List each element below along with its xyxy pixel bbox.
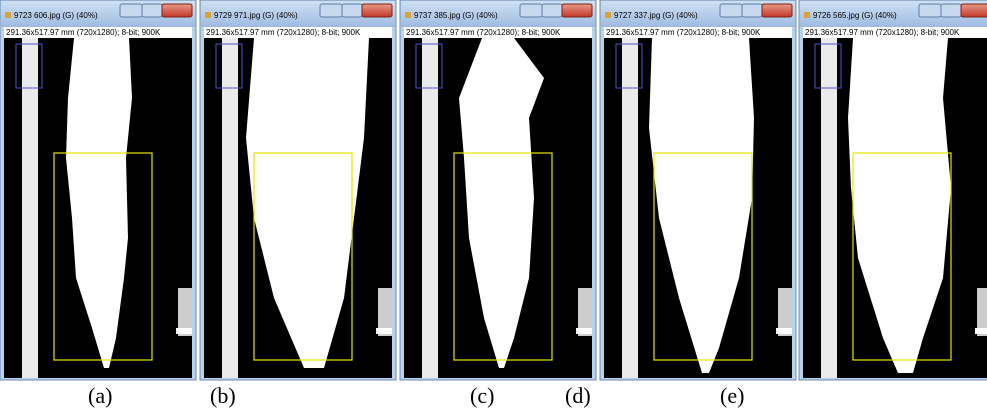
spray-image — [204, 38, 392, 378]
app-icon — [405, 12, 411, 18]
panel-label: (e) — [720, 383, 744, 408]
scale-marker — [378, 288, 392, 336]
roi-rectangle — [253, 152, 353, 361]
roi-rectangle — [453, 152, 553, 361]
info-bar — [803, 27, 987, 38]
left-stripe — [622, 38, 638, 378]
window-title: 9737 385.jpg (G) (40%) — [414, 11, 498, 20]
spray-image — [604, 38, 792, 378]
minimize-button[interactable] — [319, 3, 343, 18]
image-info: 291.36x517.97 mm (720x1280); 8-bit; 900K — [6, 28, 161, 37]
info-bar — [4, 27, 192, 38]
close-button[interactable] — [960, 3, 987, 18]
scale-marker — [778, 288, 792, 336]
info-bar — [204, 27, 392, 38]
reference-box — [415, 43, 443, 89]
spray-image — [404, 38, 592, 378]
info-bar — [604, 27, 792, 38]
scale-bar — [576, 328, 592, 334]
image-window: 9737 385.jpg (G) (40%) 291.36x517.97 mm (… — [399, 0, 597, 381]
info-bar — [404, 27, 592, 38]
scale-bar — [376, 328, 392, 334]
reference-box — [15, 43, 43, 89]
app-icon — [205, 12, 211, 18]
spray-plume — [649, 38, 754, 373]
image-window: 9729 971.jpg (G) (40%) 291.36x517.97 mm (… — [199, 0, 397, 381]
reference-box — [215, 43, 243, 89]
left-stripe — [821, 38, 837, 378]
minimize-button[interactable] — [918, 3, 942, 18]
maximize-button[interactable] — [341, 3, 363, 18]
window-title: 9723 606.jpg (G) (40%) — [14, 11, 98, 20]
maximize-button[interactable] — [141, 3, 163, 18]
scale-bar — [776, 328, 792, 334]
panel-label: (a) — [88, 383, 112, 408]
left-stripe — [22, 38, 38, 378]
spray-image — [4, 38, 192, 378]
image-window: 9723 606.jpg (G) (40%) 291.36x517.97 mm (… — [0, 0, 197, 381]
image-window: 9726 565.jpg (G) (40%) 291.36x517.97 mm (… — [798, 0, 987, 381]
close-button[interactable] — [161, 3, 193, 18]
minimize-button[interactable] — [519, 3, 543, 18]
maximize-button[interactable] — [741, 3, 763, 18]
close-button[interactable] — [561, 3, 593, 18]
window-title: 9727 337.jpg (G) (40%) — [614, 11, 698, 20]
spray-plume — [66, 38, 132, 368]
left-stripe — [222, 38, 238, 378]
scale-bar — [176, 328, 192, 334]
maximize-button[interactable] — [541, 3, 563, 18]
app-icon — [804, 12, 810, 18]
close-button[interactable] — [361, 3, 393, 18]
reference-box — [615, 43, 643, 89]
minimize-button[interactable] — [719, 3, 743, 18]
app-icon — [605, 12, 611, 18]
app-icon — [5, 12, 11, 18]
maximize-button[interactable] — [940, 3, 962, 18]
image-window: 9727 337.jpg (G) (40%) 291.36x517.97 mm (… — [599, 0, 797, 381]
spray-image — [803, 38, 987, 378]
window-title: 9726 565.jpg (G) (40%) — [813, 11, 897, 20]
window-title: 9729 971.jpg (G) (40%) — [214, 11, 298, 20]
panel-label: (d) — [565, 383, 591, 408]
left-stripe — [422, 38, 438, 378]
spray-plume — [459, 38, 544, 368]
image-info: 291.36x517.97 mm (720x1280); 8-bit; 900K — [206, 28, 361, 37]
spray-plume — [848, 38, 951, 373]
image-info: 291.36x517.97 mm (720x1280); 8-bit; 900K — [406, 28, 561, 37]
image-info: 291.36x517.97 mm (720x1280); 8-bit; 900K — [805, 28, 960, 37]
close-button[interactable] — [761, 3, 793, 18]
roi-rectangle — [653, 152, 753, 361]
roi-rectangle — [53, 152, 153, 361]
spray-plume — [246, 38, 369, 368]
image-info: 291.36x517.97 mm (720x1280); 8-bit; 900K — [606, 28, 761, 37]
minimize-button[interactable] — [119, 3, 143, 18]
scale-bar — [975, 328, 987, 334]
panel-label: (c) — [470, 383, 494, 408]
panel-label: (b) — [210, 383, 236, 408]
scale-marker — [578, 288, 592, 336]
reference-box — [814, 43, 842, 89]
roi-rectangle — [852, 152, 952, 361]
scale-marker — [178, 288, 192, 336]
scale-marker — [977, 288, 987, 336]
